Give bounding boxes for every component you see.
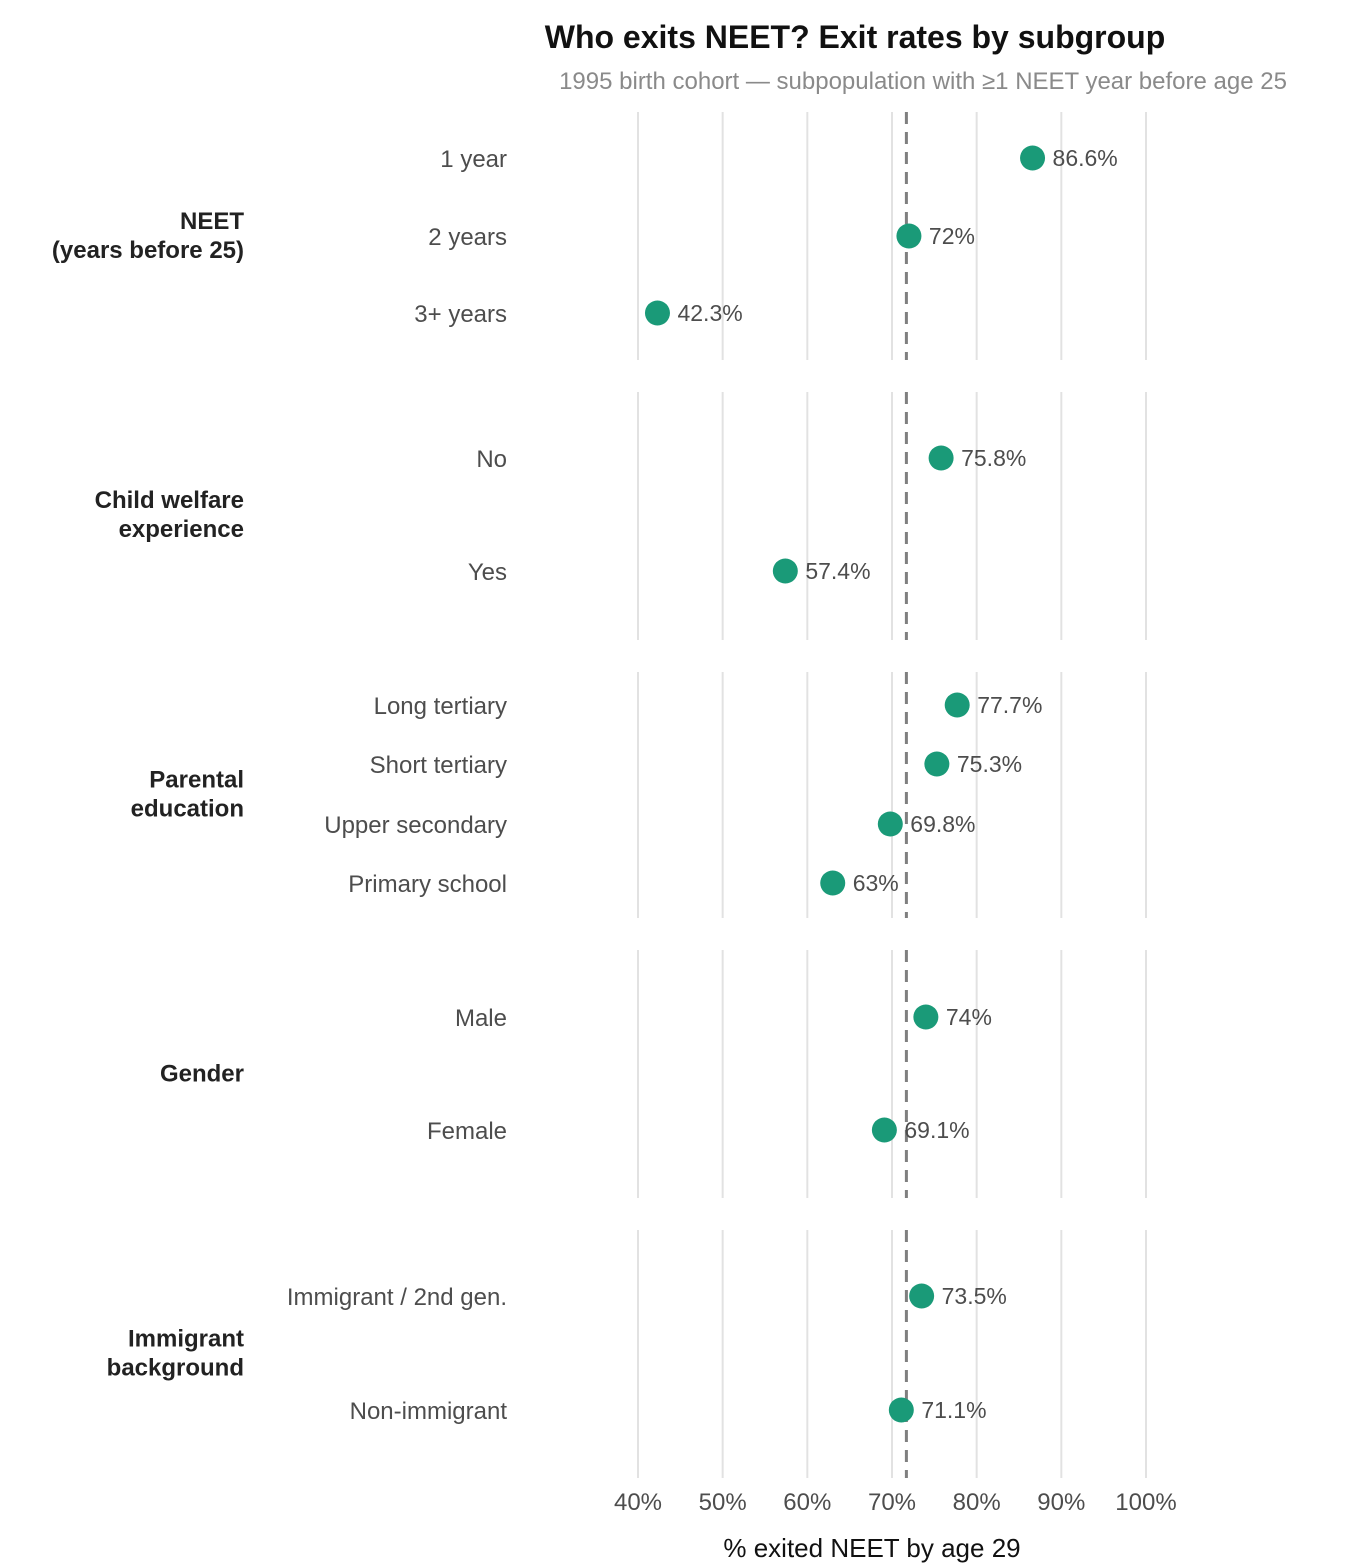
- group-label: Child welfare experience: [95, 487, 244, 543]
- data-label: 63%: [853, 870, 899, 896]
- category-label: 3+ years: [414, 301, 507, 328]
- panel-group: Child welfare experience No 75.8% Yes 57.4%: [95, 392, 1147, 640]
- group-label-line: Parental: [149, 767, 244, 794]
- x-tick-label: 70%: [868, 1489, 916, 1516]
- category-label: 2 years: [428, 224, 507, 251]
- data-label: 71.1%: [921, 1397, 986, 1423]
- data-point: [928, 445, 954, 471]
- group-label: Parental education: [131, 767, 244, 823]
- x-axis: 40% 50% 60% 70% 80% 90% 100%: [614, 1489, 1177, 1516]
- chart-title: Who exits NEET? Exit rates by subgroup: [545, 19, 1166, 55]
- data-label: 74%: [946, 1004, 992, 1030]
- category-label: Non-immigrant: [350, 1398, 508, 1425]
- data-point: [871, 1117, 897, 1143]
- category-label: No: [476, 446, 507, 473]
- category-label: Upper secondary: [324, 812, 507, 839]
- category-label: Female: [427, 1118, 507, 1145]
- data-point: [644, 300, 670, 326]
- group-label: Gender: [160, 1061, 244, 1088]
- group-label-line: experience: [119, 516, 244, 543]
- data-label: 75.3%: [957, 751, 1022, 777]
- data-label: 69.1%: [904, 1117, 969, 1143]
- group-label-line: background: [107, 1355, 244, 1382]
- data-label: 42.3%: [677, 300, 742, 326]
- data-label: 57.4%: [805, 558, 870, 584]
- data-point: [877, 811, 903, 837]
- x-tick-label: 60%: [783, 1489, 831, 1516]
- x-tick-label: 40%: [614, 1489, 662, 1516]
- panel-group: Parental education Long tertiary 77.7% Short…: [131, 672, 1147, 918]
- data-point: [888, 1397, 914, 1423]
- panel-group: NEET (years before 25) 1 year 86.6% 2 years 7…: [52, 112, 1147, 360]
- category-label: Yes: [468, 559, 507, 586]
- data-point: [909, 1283, 935, 1309]
- x-axis-title: % exited NEET by age 29: [723, 1533, 1020, 1563]
- x-tick-label: 50%: [699, 1489, 747, 1516]
- data-point: [820, 870, 846, 896]
- data-point: [944, 692, 970, 718]
- data-label: 73.5%: [942, 1283, 1007, 1309]
- category-label: Long tertiary: [374, 693, 507, 720]
- x-tick-label: 80%: [953, 1489, 1001, 1516]
- group-label-line: education: [131, 796, 244, 823]
- category-label: 1 year: [440, 146, 507, 173]
- data-label: 72%: [929, 223, 975, 249]
- panel-group: Gender Male 74% Female 69.1%: [160, 950, 1147, 1198]
- data-point: [913, 1004, 939, 1030]
- x-tick-label: 90%: [1037, 1489, 1085, 1516]
- data-label: 75.8%: [961, 445, 1026, 471]
- chart-panels: NEET (years before 25) 1 year 86.6% 2 years 7…: [52, 112, 1147, 1478]
- x-tick-label: 100%: [1115, 1489, 1176, 1516]
- data-label: 86.6%: [1053, 145, 1118, 171]
- data-label: 77.7%: [977, 692, 1042, 718]
- data-point: [896, 223, 922, 249]
- category-label: Primary school: [348, 871, 507, 898]
- data-label: 69.8%: [910, 811, 975, 837]
- data-point: [924, 751, 950, 777]
- group-label-line: NEET: [180, 208, 244, 235]
- category-label: Short tertiary: [370, 752, 507, 779]
- category-label: Male: [455, 1005, 507, 1032]
- group-label-line: Immigrant: [128, 1326, 244, 1353]
- data-point: [1020, 145, 1046, 171]
- chart-subtitle: 1995 birth cohort — subpopulation with ≥…: [559, 68, 1287, 95]
- group-label: NEET (years before 25): [52, 208, 244, 264]
- group-label-line: Child welfare: [95, 487, 244, 514]
- group-label-line: Gender: [160, 1061, 244, 1088]
- data-point: [772, 558, 798, 584]
- category-label: Immigrant / 2nd gen.: [287, 1284, 507, 1311]
- panel-group: Immigrant background Immigrant / 2nd gen. 7…: [107, 1230, 1147, 1478]
- group-label: Immigrant background: [107, 1326, 244, 1382]
- group-label-line: (years before 25): [52, 237, 244, 264]
